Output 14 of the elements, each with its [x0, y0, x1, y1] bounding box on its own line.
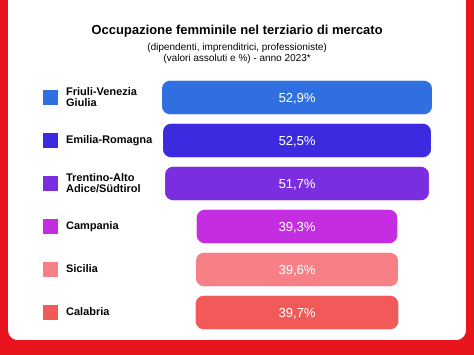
- category-label: Emilia-Romagna: [66, 134, 152, 146]
- data-label: 51,7%: [278, 176, 316, 191]
- data-label: 39,7%: [278, 305, 316, 320]
- data-label: 52,9%: [278, 90, 316, 105]
- data-label: 52,5%: [278, 133, 316, 148]
- data-label: 39,6%: [278, 262, 316, 277]
- category-label: Campania: [66, 220, 119, 232]
- data-label: 39,3%: [278, 219, 316, 234]
- text: Occupazione femminile nel terziario di mercato: [90, 22, 384, 37]
- category-label: Sicilia: [66, 263, 98, 275]
- text: (dipendenti, imprenditrici, professioniste) (valori assoluti e %) - anno 2023*: [146, 42, 328, 64]
- category-label: Calabria: [66, 306, 110, 318]
- category-label: Trentino-Alto Adice/Südtirol: [66, 172, 142, 194]
- category-label: Friuli-Venezia Giulia: [66, 86, 138, 108]
